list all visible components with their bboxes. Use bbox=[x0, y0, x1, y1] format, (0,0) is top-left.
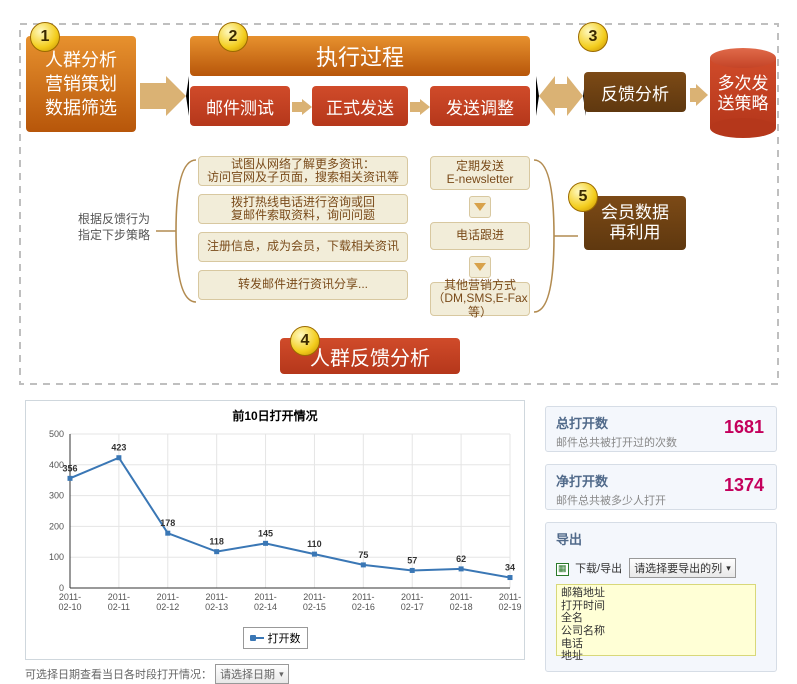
export-panel: 导出 下载/导出 请选择要导出的列 邮箱地址 打开时间 全名 公司名称 电话 地… bbox=[545, 522, 777, 672]
tan-r-0: 定期发送 E-newsletter bbox=[430, 156, 530, 190]
svg-text:2011-: 2011- bbox=[254, 592, 276, 602]
arrow-sub-1 bbox=[292, 99, 312, 115]
arrow-1-2 bbox=[140, 76, 189, 116]
svg-text:2011-: 2011- bbox=[499, 592, 521, 602]
export-opt[interactable]: 打开时间 bbox=[561, 600, 751, 613]
svg-text:02-13: 02-13 bbox=[205, 602, 228, 612]
cylinder-label: 多次发 送策略 bbox=[710, 74, 776, 115]
svg-text:75: 75 bbox=[358, 550, 368, 560]
arrow-3-cyl bbox=[690, 84, 708, 106]
svg-text:110: 110 bbox=[307, 539, 322, 549]
svg-text:118: 118 bbox=[209, 537, 224, 547]
svg-text:62: 62 bbox=[456, 554, 466, 564]
badge-4: 4 bbox=[290, 326, 320, 356]
sub-box-adjust: 发送调整 bbox=[430, 86, 530, 126]
export-opt[interactable]: 邮箱地址 bbox=[561, 587, 751, 600]
kpi-unique-opens: 净打开数 邮件总共被多少人打开 1374 bbox=[545, 464, 777, 510]
svg-text:2011-: 2011- bbox=[352, 592, 374, 602]
tan-r-1: 电话跟进 bbox=[430, 222, 530, 250]
export-list[interactable]: 邮箱地址 打开时间 全名 公司名称 电话 地址 bbox=[556, 584, 756, 656]
footer-note: 可选择日期查看当日各时段打开情况： 请选择日期 bbox=[25, 664, 289, 684]
chart-title: 前10日打开情况 bbox=[26, 407, 524, 424]
svg-text:2011-: 2011- bbox=[108, 592, 130, 602]
export-opt[interactable]: 全名 bbox=[561, 612, 751, 625]
svg-text:02-15: 02-15 bbox=[303, 602, 326, 612]
export-opt[interactable]: 公司名称 bbox=[561, 625, 751, 638]
svg-text:2011-: 2011- bbox=[450, 592, 472, 602]
sub-box-send: 正式发送 bbox=[312, 86, 408, 126]
bracket-right bbox=[532, 156, 582, 316]
sub-box-test: 邮件测试 bbox=[190, 86, 290, 126]
badge-5: 5 bbox=[568, 182, 598, 212]
box-feedback-analysis: 反馈分析 bbox=[584, 72, 686, 112]
export-title: 导出 bbox=[556, 529, 766, 548]
arrow-sub-2 bbox=[410, 99, 430, 115]
kpi-total-opens: 总打开数 邮件总共被打开过的次数 1681 bbox=[545, 406, 777, 452]
date-dropdown[interactable]: 请选择日期 bbox=[215, 664, 289, 684]
tan-r-2: 其他营销方式 （DM,SMS,E-Fax等） bbox=[430, 282, 530, 316]
tan-l-2: 注册信息，成为会员，下载相关资讯 bbox=[198, 232, 408, 262]
svg-text:2011-: 2011- bbox=[157, 592, 179, 602]
svg-text:02-17: 02-17 bbox=[401, 602, 424, 612]
badge-1: 1 bbox=[30, 22, 60, 52]
svg-text:200: 200 bbox=[49, 521, 64, 531]
left-note: 根据反馈行为 指定下步策略 bbox=[68, 212, 160, 243]
svg-text:300: 300 bbox=[49, 491, 64, 501]
svg-text:2011-: 2011- bbox=[303, 592, 325, 602]
line-chart: 0100200300400500356423178118145110755762… bbox=[26, 424, 524, 624]
xls-icon bbox=[556, 563, 569, 576]
tan-l-0: 试图从网络了解更多资讯： 访问官网及子页面，搜索相关资讯等 bbox=[198, 156, 408, 186]
svg-text:2011-: 2011- bbox=[59, 592, 81, 602]
chart-legend: 打开数 bbox=[243, 627, 308, 649]
svg-text:02-16: 02-16 bbox=[352, 602, 375, 612]
svg-text:02-11: 02-11 bbox=[108, 602, 130, 612]
svg-text:02-14: 02-14 bbox=[254, 602, 277, 612]
svg-text:57: 57 bbox=[407, 555, 417, 565]
tan-arrow-0 bbox=[469, 196, 491, 218]
svg-text:2011-: 2011- bbox=[401, 592, 423, 602]
box-member-reuse: 会员数据 再利用 bbox=[584, 196, 686, 250]
export-dropdown[interactable]: 请选择要导出的列 bbox=[629, 558, 736, 578]
svg-text:178: 178 bbox=[160, 518, 175, 528]
svg-text:2011-: 2011- bbox=[205, 592, 227, 602]
svg-text:02-18: 02-18 bbox=[450, 602, 473, 612]
export-opt[interactable]: 电话 bbox=[561, 638, 751, 651]
svg-text:423: 423 bbox=[111, 443, 126, 453]
process-diagram: 人群分析 营销策划 数据筛选 1 执行过程 2 邮件测试 正式发送 发送调整 bbox=[0, 0, 797, 390]
svg-text:34: 34 bbox=[505, 563, 515, 573]
svg-text:100: 100 bbox=[49, 552, 64, 562]
tan-arrow-1 bbox=[469, 256, 491, 278]
svg-text:500: 500 bbox=[49, 429, 64, 439]
svg-text:356: 356 bbox=[62, 463, 77, 473]
export-opt[interactable]: 地址 bbox=[561, 650, 751, 663]
svg-text:02-12: 02-12 bbox=[156, 602, 179, 612]
badge-3: 3 bbox=[578, 22, 608, 52]
bracket-left bbox=[156, 156, 198, 306]
tan-l-1: 拨打热线电话进行咨询或回 复邮件索取资料，询问问题 bbox=[198, 194, 408, 224]
export-label: 下载/导出 bbox=[575, 563, 622, 575]
tan-l-3: 转发邮件进行资讯分享... bbox=[198, 270, 408, 300]
kpi1-val: 1681 bbox=[724, 417, 764, 438]
chart-panel: 前10日打开情况 0100200300400500356423178118145… bbox=[25, 400, 525, 660]
arrow-2-3 bbox=[536, 76, 586, 116]
svg-text:02-19: 02-19 bbox=[498, 602, 521, 612]
svg-text:02-10: 02-10 bbox=[58, 602, 81, 612]
kpi2-val: 1374 bbox=[724, 475, 764, 496]
svg-text:145: 145 bbox=[258, 528, 273, 538]
badge-2: 2 bbox=[218, 22, 248, 52]
